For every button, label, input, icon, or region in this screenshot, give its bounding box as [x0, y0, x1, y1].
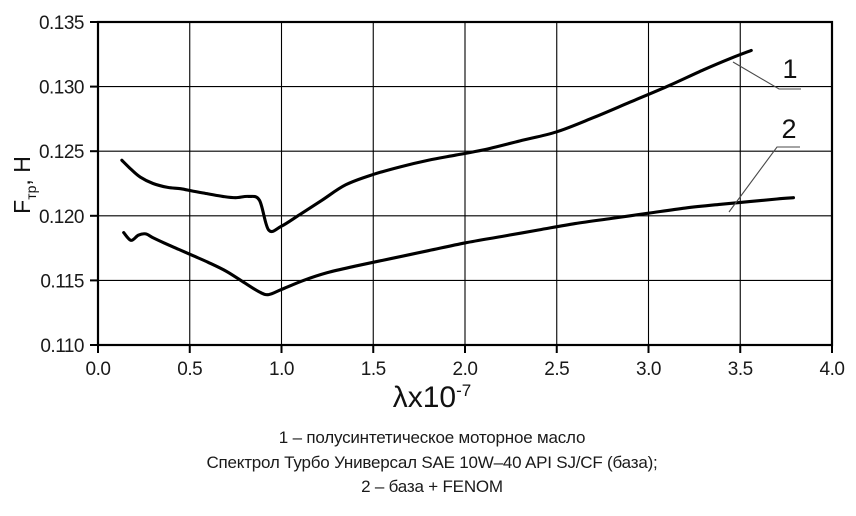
y-axis-tick-labels: 0.110 0.115 0.120 0.125 0.130 0.135: [39, 13, 85, 357]
y-axis-title-main: F: [9, 200, 35, 214]
y-axis-title-sub: тр: [23, 185, 39, 199]
data-curves: [120, 48, 796, 297]
y-tick-label: 0.130: [39, 78, 84, 99]
x-axis-title-exponent: -7: [456, 381, 471, 400]
caption-line-2: Спектрол Турбо Универсал SAE 10W–40 API …: [206, 453, 657, 472]
x-axis-tick-labels: 0.0 0.5 1.0 1.5 2.0 2.5 3.0 3.5 4.0: [86, 359, 845, 380]
leader-line-2: [728, 146, 800, 213]
y-axis-title: Fтр, Н: [9, 156, 39, 214]
x-tick-label: 1.0: [269, 359, 294, 380]
x-tick-label: 3.5: [728, 359, 753, 380]
grid-lines: [98, 22, 832, 345]
x-tick-label: 2.0: [453, 359, 478, 380]
x-tick-label: 3.0: [636, 359, 661, 380]
x-axis-title-main: λx10: [393, 381, 456, 414]
caption-line-1: 1 – полусинтетическое моторное масло: [279, 428, 585, 447]
x-tick-label: 0.5: [177, 359, 202, 380]
y-tick-label: 0.110: [40, 336, 84, 357]
data-curve-1: [120, 48, 753, 234]
y-tick-label: 0.135: [39, 13, 84, 34]
y-tick-label: 0.120: [39, 207, 84, 228]
x-tick-label: 4.0: [820, 359, 845, 380]
leader-line-1: [732, 61, 801, 90]
series-annotations: 12: [728, 54, 801, 213]
axis-ticks: [90, 21, 833, 353]
x-tick-label: 2.5: [544, 359, 569, 380]
y-tick-label: 0.115: [40, 271, 84, 292]
data-curve-2: [122, 196, 796, 297]
y-axis-title-unit: , Н: [9, 156, 35, 185]
x-axis-title: λx10-7: [393, 381, 472, 414]
figure-caption: 1 – полусинтетическое моторное масло Спек…: [206, 428, 657, 496]
series-label-2: 2: [781, 114, 796, 144]
series-label-1: 1: [782, 54, 797, 84]
y-tick-label: 0.125: [39, 142, 84, 163]
y-axis-title-text: Fтр, Н: [9, 156, 39, 214]
x-tick-label: 0.0: [86, 359, 111, 380]
x-tick-label: 1.5: [361, 359, 386, 380]
caption-line-3: 2 – база + FENOM: [361, 477, 503, 496]
